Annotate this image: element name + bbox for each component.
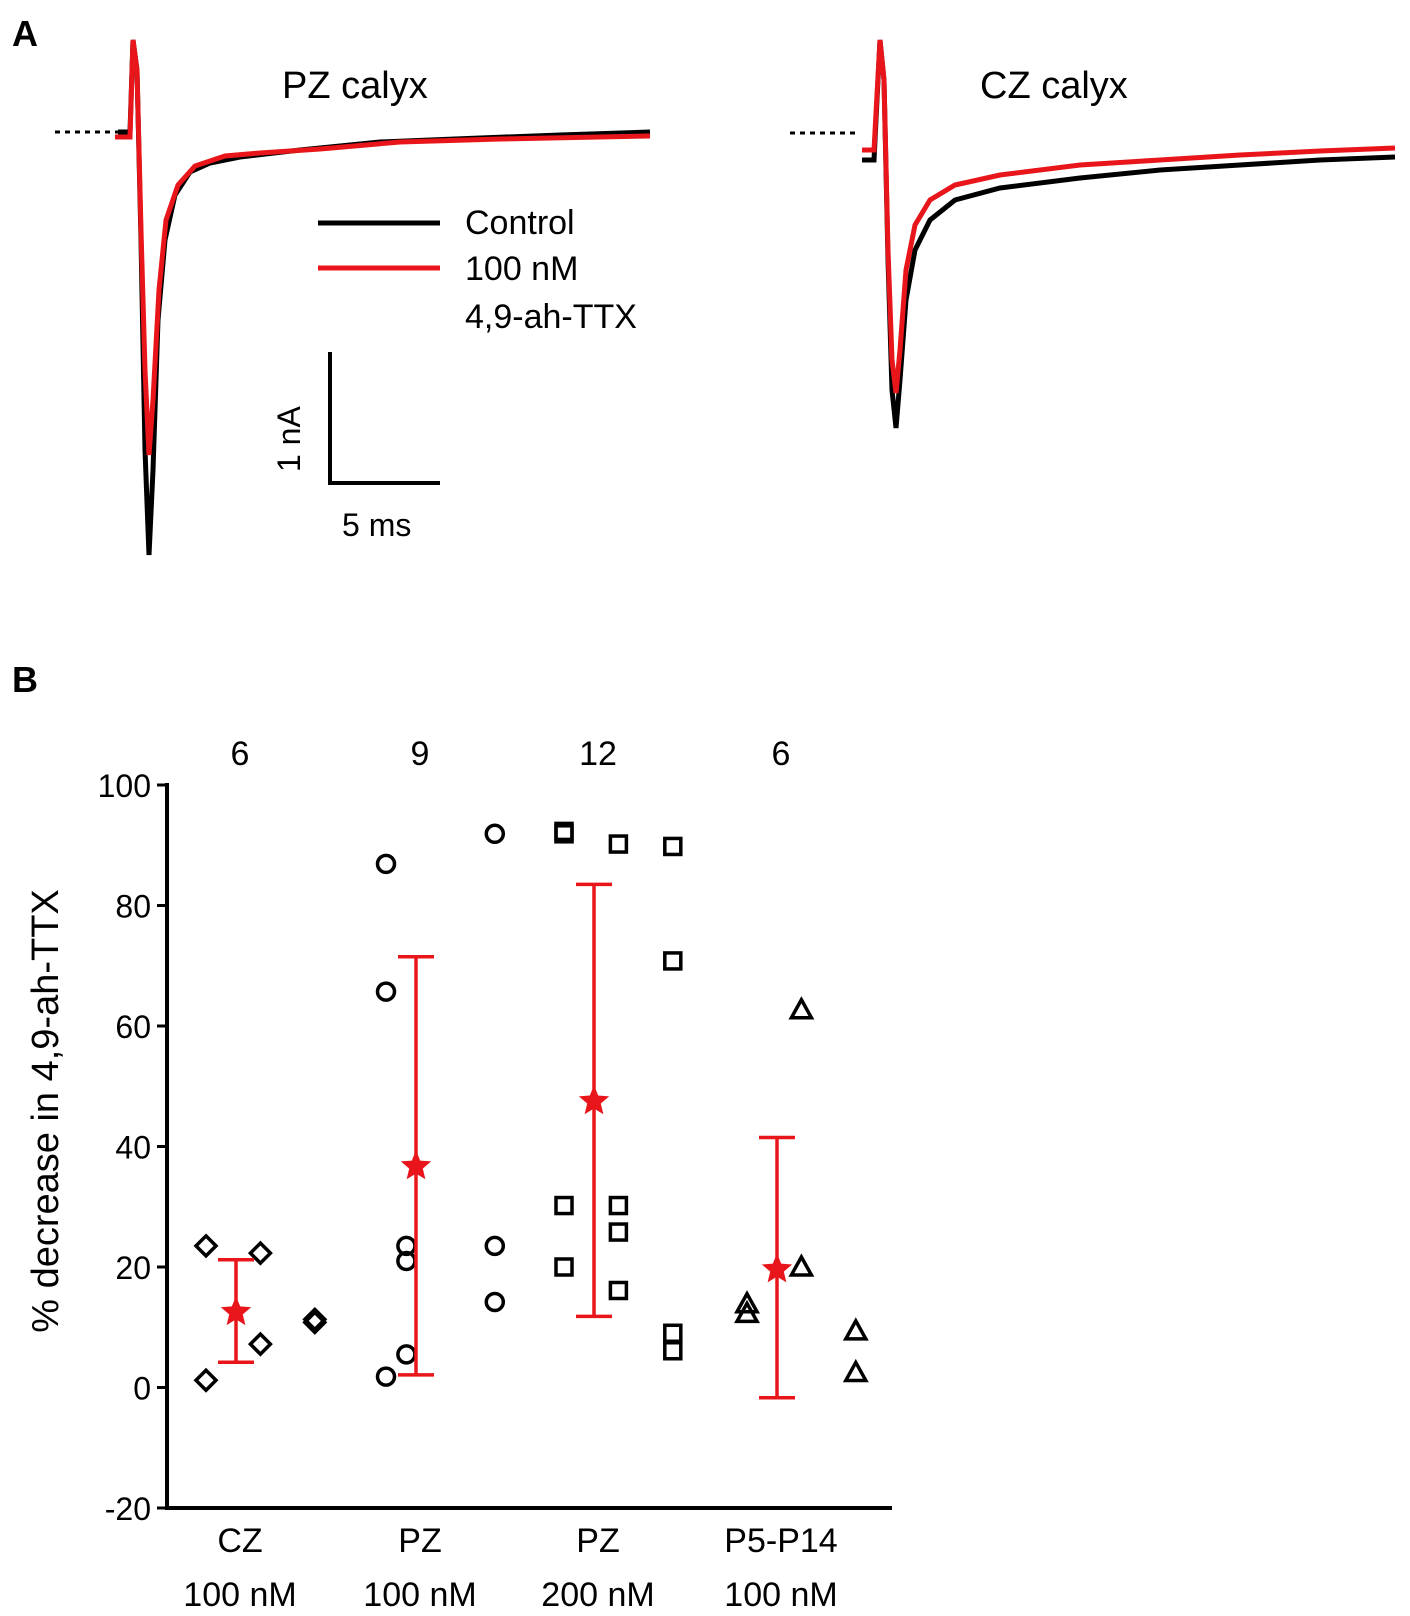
panel-a-left-traces: PZ calyx Control 100 nM 4,9-ah-TTX 1 nA … bbox=[55, 39, 651, 556]
data-point-triangle bbox=[842, 1358, 869, 1383]
data-point-square bbox=[663, 951, 683, 971]
data-point-square bbox=[608, 1280, 629, 1301]
group-2: 9 PZ 100 nM bbox=[363, 735, 506, 1614]
data-point-square bbox=[663, 1340, 683, 1361]
data-point-square bbox=[608, 1222, 629, 1242]
data-point-square bbox=[608, 1195, 629, 1216]
y-tick-label: 60 bbox=[115, 1009, 151, 1045]
mean-star bbox=[220, 1296, 252, 1326]
y-ticks: -20 0 20 40 60 80 100 bbox=[98, 768, 167, 1527]
data-point-square bbox=[608, 834, 629, 854]
data-point-circle bbox=[375, 1366, 397, 1387]
scale-time-label: 5 ms bbox=[342, 507, 411, 543]
data-point-circle bbox=[484, 1235, 506, 1257]
groups-layer: 6 CZ 100 nM 9 PZ 100 nM 12 PZ 200 nM 6 P5-P14 100 n… bbox=[183, 735, 869, 1614]
scatter-chart: % decrease in 4,9-ah-TTX -20 0 20 40 60 80 100… bbox=[25, 735, 892, 1614]
category-label-line2: 200 nM bbox=[541, 1576, 654, 1614]
data-point-triangle bbox=[734, 1290, 760, 1314]
data-point-triangle bbox=[788, 1253, 815, 1277]
data-point-circle bbox=[484, 1291, 506, 1313]
y-axis-title: % decrease in 4,9-ah-TTX bbox=[25, 889, 67, 1333]
category-label-line1: PZ bbox=[576, 1522, 619, 1560]
category-label-line1: P5-P14 bbox=[724, 1522, 837, 1560]
data-point-square bbox=[554, 824, 574, 844]
y-tick-label: -20 bbox=[105, 1491, 151, 1527]
scale-bar: 1 nA 5 ms bbox=[271, 352, 440, 543]
mean-star bbox=[400, 1150, 432, 1180]
data-point-diamond bbox=[247, 1240, 273, 1266]
group-n-label: 6 bbox=[772, 735, 791, 773]
y-tick-label: 40 bbox=[115, 1130, 151, 1166]
data-point-diamond bbox=[247, 1331, 273, 1357]
cz-control-trace bbox=[862, 39, 1396, 429]
group-n-label: 9 bbox=[411, 735, 430, 773]
data-point-diamond bbox=[302, 1306, 328, 1332]
category-label-line1: PZ bbox=[398, 1522, 441, 1560]
group-1: 6 CZ 100 nM bbox=[183, 735, 328, 1614]
data-point-circle bbox=[375, 981, 397, 1002]
pz-ttx-trace bbox=[115, 39, 651, 456]
panel-a-right-traces: CZ calyx bbox=[790, 39, 1396, 429]
group-4: 6 P5-P14 100 nM bbox=[724, 735, 869, 1614]
data-point-triangle bbox=[842, 1317, 869, 1341]
y-tick-label: 80 bbox=[115, 889, 151, 925]
legend: Control 100 nM 4,9-ah-TTX bbox=[318, 204, 637, 336]
data-point-circle bbox=[396, 1344, 417, 1365]
group-n-label: 12 bbox=[579, 735, 617, 773]
category-label-line2: 100 nM bbox=[724, 1576, 837, 1614]
panel-b-label: B bbox=[12, 659, 38, 700]
y-tick-label: 100 bbox=[98, 768, 151, 804]
data-point-diamond bbox=[193, 1367, 219, 1393]
data-point-circle bbox=[484, 823, 506, 845]
legend-control-label: Control bbox=[465, 204, 575, 242]
mean-star bbox=[761, 1253, 793, 1283]
legend-ttx-label-line1: 100 nM bbox=[465, 250, 578, 288]
panel-a-label: A bbox=[12, 13, 38, 54]
data-point-triangle bbox=[788, 996, 815, 1020]
y-tick-label: 20 bbox=[115, 1250, 151, 1286]
cz-calyx-title: CZ calyx bbox=[980, 65, 1128, 107]
group-3: 12 PZ 200 nM bbox=[541, 735, 683, 1614]
category-label-line2: 100 nM bbox=[183, 1576, 296, 1614]
data-point-square bbox=[663, 1323, 683, 1344]
scale-current-label: 1 nA bbox=[271, 406, 307, 472]
category-label-line1: CZ bbox=[217, 1522, 262, 1560]
y-tick-label: 0 bbox=[133, 1371, 151, 1407]
category-label-line2: 100 nM bbox=[363, 1576, 476, 1614]
data-point-diamond bbox=[193, 1233, 219, 1259]
data-point-square bbox=[663, 836, 683, 857]
data-point-diamond bbox=[302, 1309, 328, 1335]
cz-ttx-trace bbox=[862, 39, 1396, 394]
data-point-square bbox=[554, 1195, 574, 1216]
data-point-circle bbox=[375, 853, 397, 875]
data-point-square bbox=[554, 1257, 574, 1277]
group-n-label: 6 bbox=[231, 735, 250, 773]
pz-calyx-title: PZ calyx bbox=[282, 65, 428, 107]
scale-bar-lines bbox=[328, 352, 440, 485]
data-point-triangle bbox=[734, 1299, 760, 1324]
mean-star bbox=[578, 1085, 610, 1115]
legend-ttx-label-line2: 4,9-ah-TTX bbox=[465, 298, 637, 336]
